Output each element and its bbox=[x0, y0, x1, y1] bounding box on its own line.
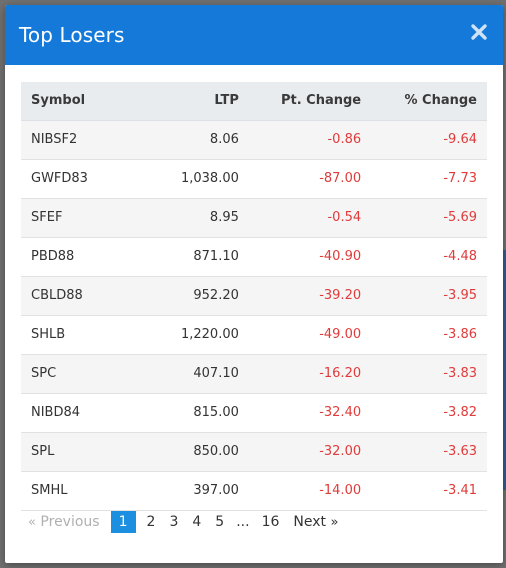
table-row: CBLD88 952.20 -39.20 -3.95 bbox=[21, 276, 487, 316]
background-panel-edge bbox=[502, 250, 506, 490]
symbol-cell: SFEF bbox=[21, 198, 149, 238]
pct-change-cell: -3.83 bbox=[371, 354, 487, 394]
table-row: NIBD84 815.00 -32.40 -3.82 bbox=[21, 393, 487, 433]
ltp-cell: 1,038.00 bbox=[148, 159, 249, 199]
previous-page-button: « Previous bbox=[21, 511, 107, 533]
pct-change-cell: -3.63 bbox=[371, 432, 487, 472]
ltp-cell: 8.06 bbox=[148, 120, 249, 160]
page-button-2[interactable]: 2 bbox=[146, 514, 156, 530]
pt-change-cell: -39.20 bbox=[248, 276, 372, 316]
symbol-cell: NIBD84 bbox=[21, 393, 149, 433]
pct-change-cell: -3.82 bbox=[371, 393, 487, 433]
ltp-cell: 952.20 bbox=[148, 276, 249, 316]
previous-arrow-icon: « bbox=[28, 515, 36, 530]
pt-change-cell: -0.86 bbox=[248, 120, 372, 160]
page-button-3[interactable]: 3 bbox=[169, 514, 179, 530]
pt-change-cell: -49.00 bbox=[248, 315, 372, 355]
ltp-cell: 815.00 bbox=[148, 393, 249, 433]
pt-change-cell: -32.40 bbox=[248, 393, 372, 433]
pct-change-cell: -5.69 bbox=[371, 198, 487, 238]
column-header-pt-change[interactable]: Pt. Change bbox=[248, 82, 372, 121]
symbol-cell: GWFD83 bbox=[21, 159, 149, 199]
modal-title: Top Losers bbox=[19, 23, 125, 47]
page-button-4[interactable]: 4 bbox=[192, 514, 202, 530]
table-row: GWFD83 1,038.00 -87.00 -7.73 bbox=[21, 159, 487, 199]
symbol-cell: SPL bbox=[21, 432, 149, 472]
pct-change-cell: -3.95 bbox=[371, 276, 487, 316]
pct-change-cell: -3.41 bbox=[371, 471, 487, 511]
column-header-symbol[interactable]: Symbol bbox=[21, 82, 149, 121]
column-header-pct-change[interactable]: % Change bbox=[371, 82, 487, 121]
losers-table-container: Symbol LTP Pt. Change % Change NIBSF2 8.… bbox=[21, 82, 487, 511]
next-page-button[interactable]: Next » bbox=[286, 511, 345, 533]
table-row: SPL 850.00 -32.00 -3.63 bbox=[21, 432, 487, 472]
losers-table: Symbol LTP Pt. Change % Change NIBSF2 8.… bbox=[21, 82, 487, 511]
table-row: SMHL 397.00 -14.00 -3.41 bbox=[21, 471, 487, 511]
table-row: SFEF 8.95 -0.54 -5.69 bbox=[21, 198, 487, 238]
ltp-cell: 871.10 bbox=[148, 237, 249, 277]
symbol-cell: SMHL bbox=[21, 471, 149, 511]
symbol-cell: CBLD88 bbox=[21, 276, 149, 316]
previous-label: Previous bbox=[40, 514, 100, 530]
next-arrow-icon: » bbox=[330, 515, 339, 530]
next-label: Next bbox=[293, 514, 327, 530]
pt-change-cell: -32.00 bbox=[248, 432, 372, 472]
close-button[interactable] bbox=[470, 23, 488, 41]
close-icon bbox=[471, 24, 487, 40]
symbol-cell: NIBSF2 bbox=[21, 120, 149, 160]
pt-change-cell: -40.90 bbox=[248, 237, 372, 277]
symbol-cell: PBD88 bbox=[21, 237, 149, 277]
pt-change-cell: -0.54 bbox=[248, 198, 372, 238]
column-header-ltp[interactable]: LTP bbox=[148, 82, 249, 121]
table-row: SPC 407.10 -16.20 -3.83 bbox=[21, 354, 487, 394]
pt-change-cell: -14.00 bbox=[248, 471, 372, 511]
pt-change-cell: -87.00 bbox=[248, 159, 372, 199]
ltp-cell: 8.95 bbox=[148, 198, 249, 238]
ltp-cell: 1,220.00 bbox=[148, 315, 249, 355]
ltp-cell: 407.10 bbox=[148, 354, 249, 394]
page-button-16[interactable]: 16 bbox=[261, 514, 280, 530]
page-button-5[interactable]: 5 bbox=[215, 514, 225, 530]
pct-change-cell: -3.86 bbox=[371, 315, 487, 355]
ltp-cell: 397.00 bbox=[148, 471, 249, 511]
pt-change-cell: -16.20 bbox=[248, 354, 372, 394]
table-row: PBD88 871.10 -40.90 -4.48 bbox=[21, 237, 487, 277]
pct-change-cell: -4.48 bbox=[371, 237, 487, 277]
modal-header: Top Losers bbox=[5, 5, 503, 65]
pct-change-cell: -9.64 bbox=[371, 120, 487, 160]
table-header-row: Symbol LTP Pt. Change % Change bbox=[21, 82, 487, 121]
pagination: « Previous 1 2 3 4 5 ... 16 Next » bbox=[21, 509, 345, 535]
symbol-cell: SHLB bbox=[21, 315, 149, 355]
pct-change-cell: -7.73 bbox=[371, 159, 487, 199]
page-button-1[interactable]: 1 bbox=[110, 511, 136, 533]
pagination-ellipsis: ... bbox=[236, 514, 250, 530]
table-row: SHLB 1,220.00 -49.00 -3.86 bbox=[21, 315, 487, 355]
top-losers-modal: Top Losers Symbol LTP Pt. Change % Chang… bbox=[5, 5, 503, 563]
table-row: NIBSF2 8.06 -0.86 -9.64 bbox=[21, 120, 487, 160]
ltp-cell: 850.00 bbox=[148, 432, 249, 472]
symbol-cell: SPC bbox=[21, 354, 149, 394]
